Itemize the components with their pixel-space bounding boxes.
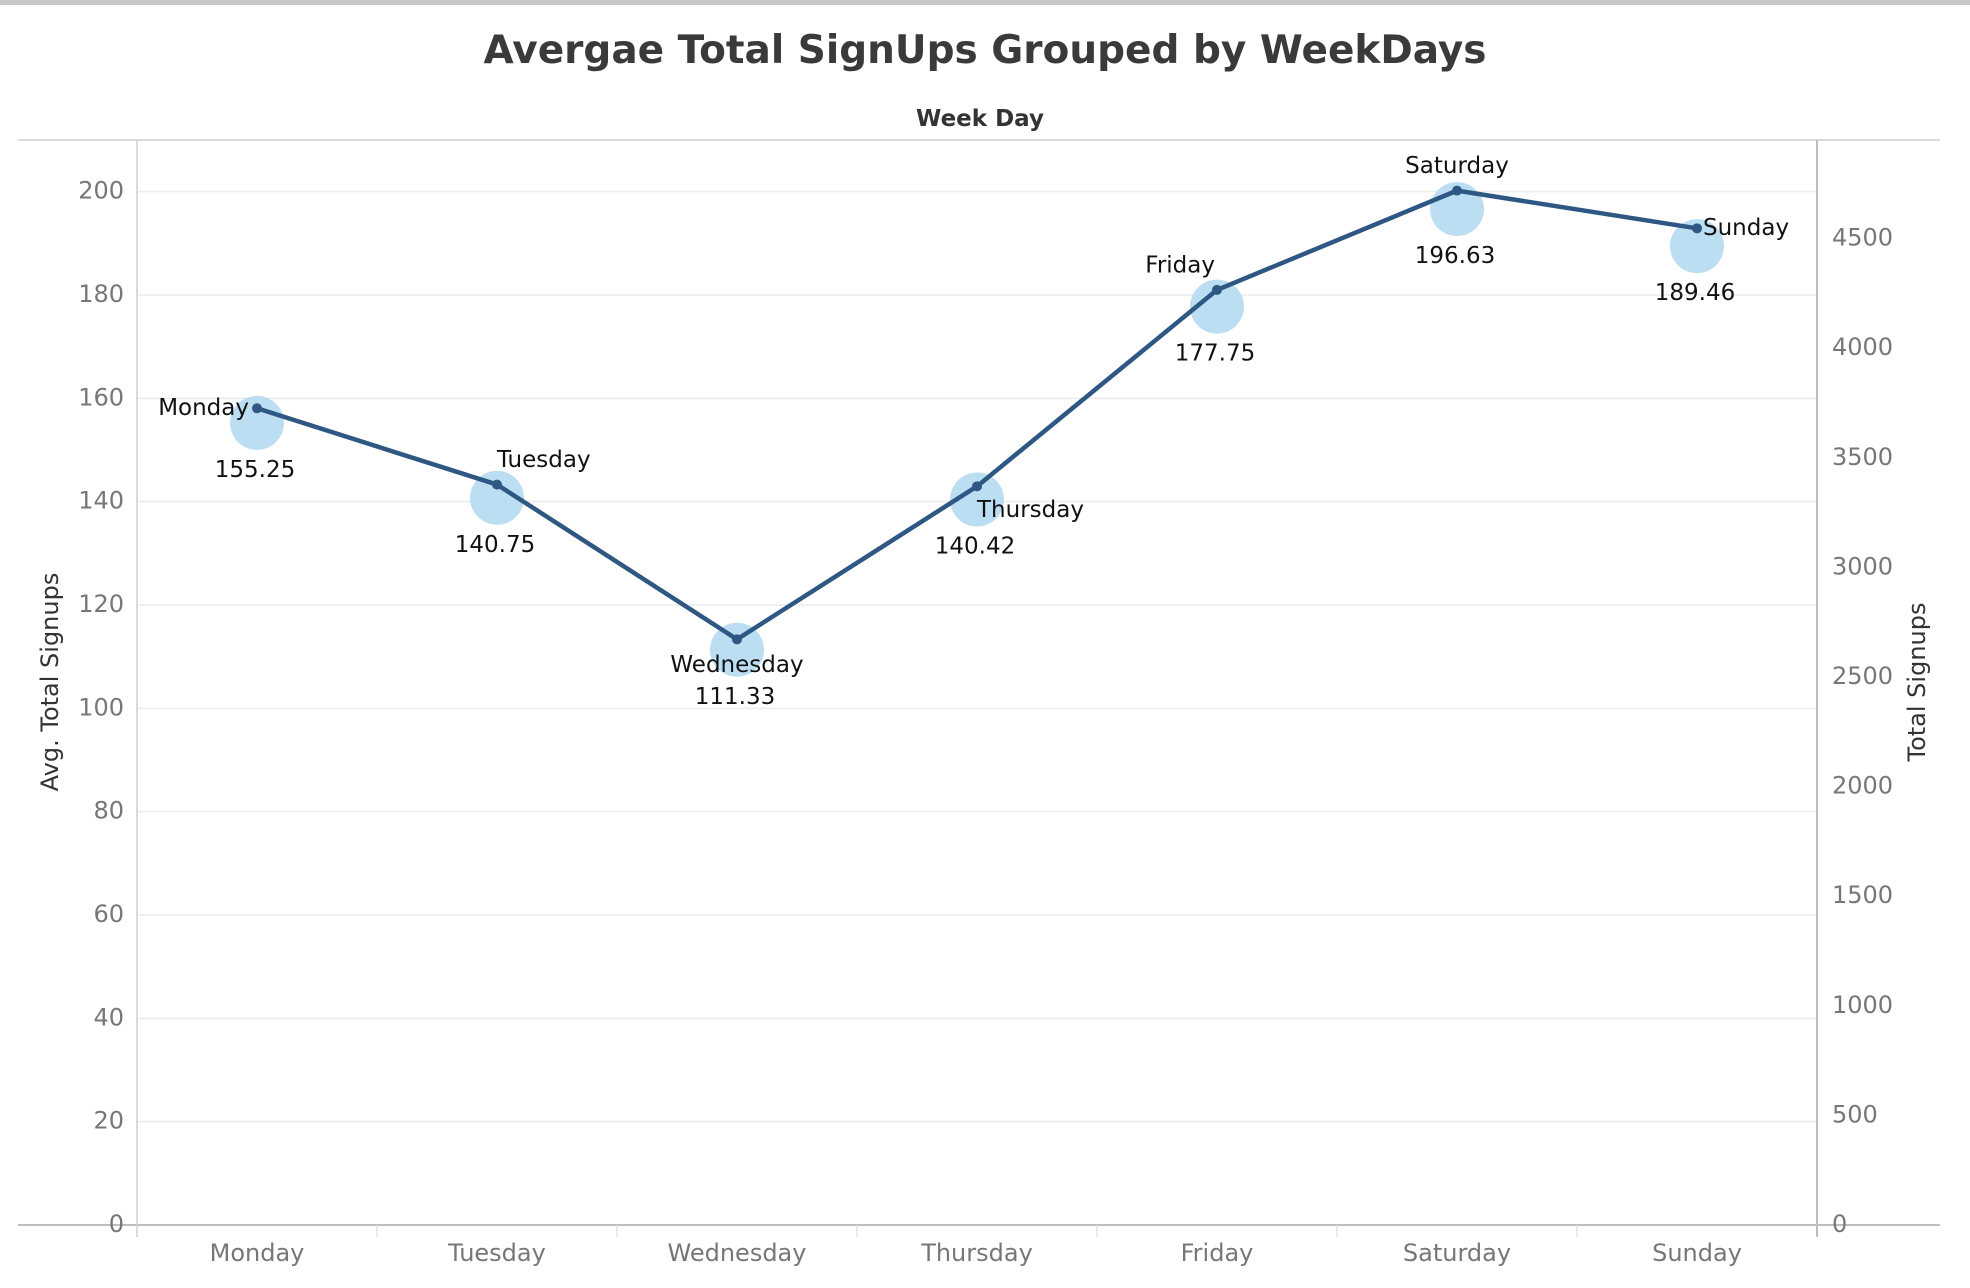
right-tick-label: 4500 [1832, 224, 1893, 252]
avg-signups-circle [230, 395, 284, 450]
left-tick-label: 80 [93, 797, 124, 825]
left-tick-label: 20 [93, 1107, 124, 1135]
total-signups-day-label: Monday [158, 395, 249, 421]
avg-signups-circle [950, 472, 1004, 527]
avg-signups-value-label: 155.25 [215, 457, 295, 483]
right-tick-label: 2000 [1832, 772, 1893, 800]
x-tick-label: Saturday [1403, 1239, 1511, 1267]
right-axis-title: Total Signups [1903, 603, 1931, 763]
total-signups-point [972, 481, 982, 492]
avg-signups-value-label: 140.75 [455, 532, 535, 558]
total-signups-day-label: Wednesday [670, 652, 803, 678]
total-signups-day-label: Sunday [1703, 215, 1789, 241]
avg-signups-circle [470, 470, 524, 525]
total-signups-day-label: Saturday [1405, 153, 1509, 179]
top-border [0, 0, 1970, 5]
avg-signups-value-label: 196.63 [1415, 243, 1495, 269]
avg-signups-value-label: 189.46 [1655, 280, 1735, 306]
x-tick-label: Friday [1181, 1239, 1254, 1267]
avg-signups-value-label: 140.42 [935, 533, 1015, 559]
avg-signups-circle [1190, 279, 1244, 334]
right-tick-label: 3000 [1832, 552, 1893, 580]
x-tick-label: Tuesday [447, 1239, 546, 1267]
avg-signups-value-label: 111.33 [695, 684, 775, 710]
right-tick-label: 1500 [1832, 881, 1893, 909]
left-tick-label: 40 [93, 1003, 124, 1031]
right-tick-label: 3500 [1832, 443, 1893, 471]
right-tick-label: 500 [1832, 1100, 1878, 1128]
avg-signups-circle [710, 622, 764, 677]
left-tick-label: 200 [78, 177, 124, 205]
left-tick-label: 60 [93, 900, 124, 928]
right-tick-label: 2500 [1832, 662, 1893, 690]
avg-signups-circle [1670, 219, 1724, 274]
total-signups-point [1692, 223, 1702, 234]
left-tick-label: 100 [78, 693, 124, 721]
total-signups-point [252, 403, 262, 414]
chart-title: Avergae Total SignUps Grouped by WeekDay… [483, 28, 1487, 73]
left-tick-label: 0 [109, 1210, 124, 1238]
x-tick-label: Sunday [1652, 1239, 1742, 1267]
x-tick-label: Monday [210, 1239, 305, 1267]
total-signups-day-label: Thursday [976, 497, 1084, 523]
left-tick-label: 160 [78, 383, 124, 411]
left-tick-label: 120 [78, 590, 124, 618]
left-tick-label: 180 [78, 280, 124, 308]
left-tick-label: 140 [78, 487, 124, 515]
total-signups-point [492, 479, 502, 490]
x-tick-label: Wednesday [668, 1239, 807, 1267]
total-signups-point [1212, 284, 1222, 295]
avg-signups-value-label: 177.75 [1175, 341, 1255, 367]
total-signups-point [732, 634, 742, 645]
column-header-label: Week Day [916, 106, 1044, 132]
right-tick-label: 4000 [1832, 333, 1893, 361]
right-tick-label: 1000 [1832, 991, 1893, 1019]
left-axis-title: Avg. Total Signups [36, 573, 64, 792]
total-signups-day-label: Friday [1145, 252, 1215, 278]
right-tick-label: 0 [1832, 1210, 1847, 1238]
x-tick-label: Thursday [920, 1239, 1033, 1267]
total-signups-day-label: Tuesday [496, 447, 591, 473]
total-signups-point [1452, 185, 1462, 196]
